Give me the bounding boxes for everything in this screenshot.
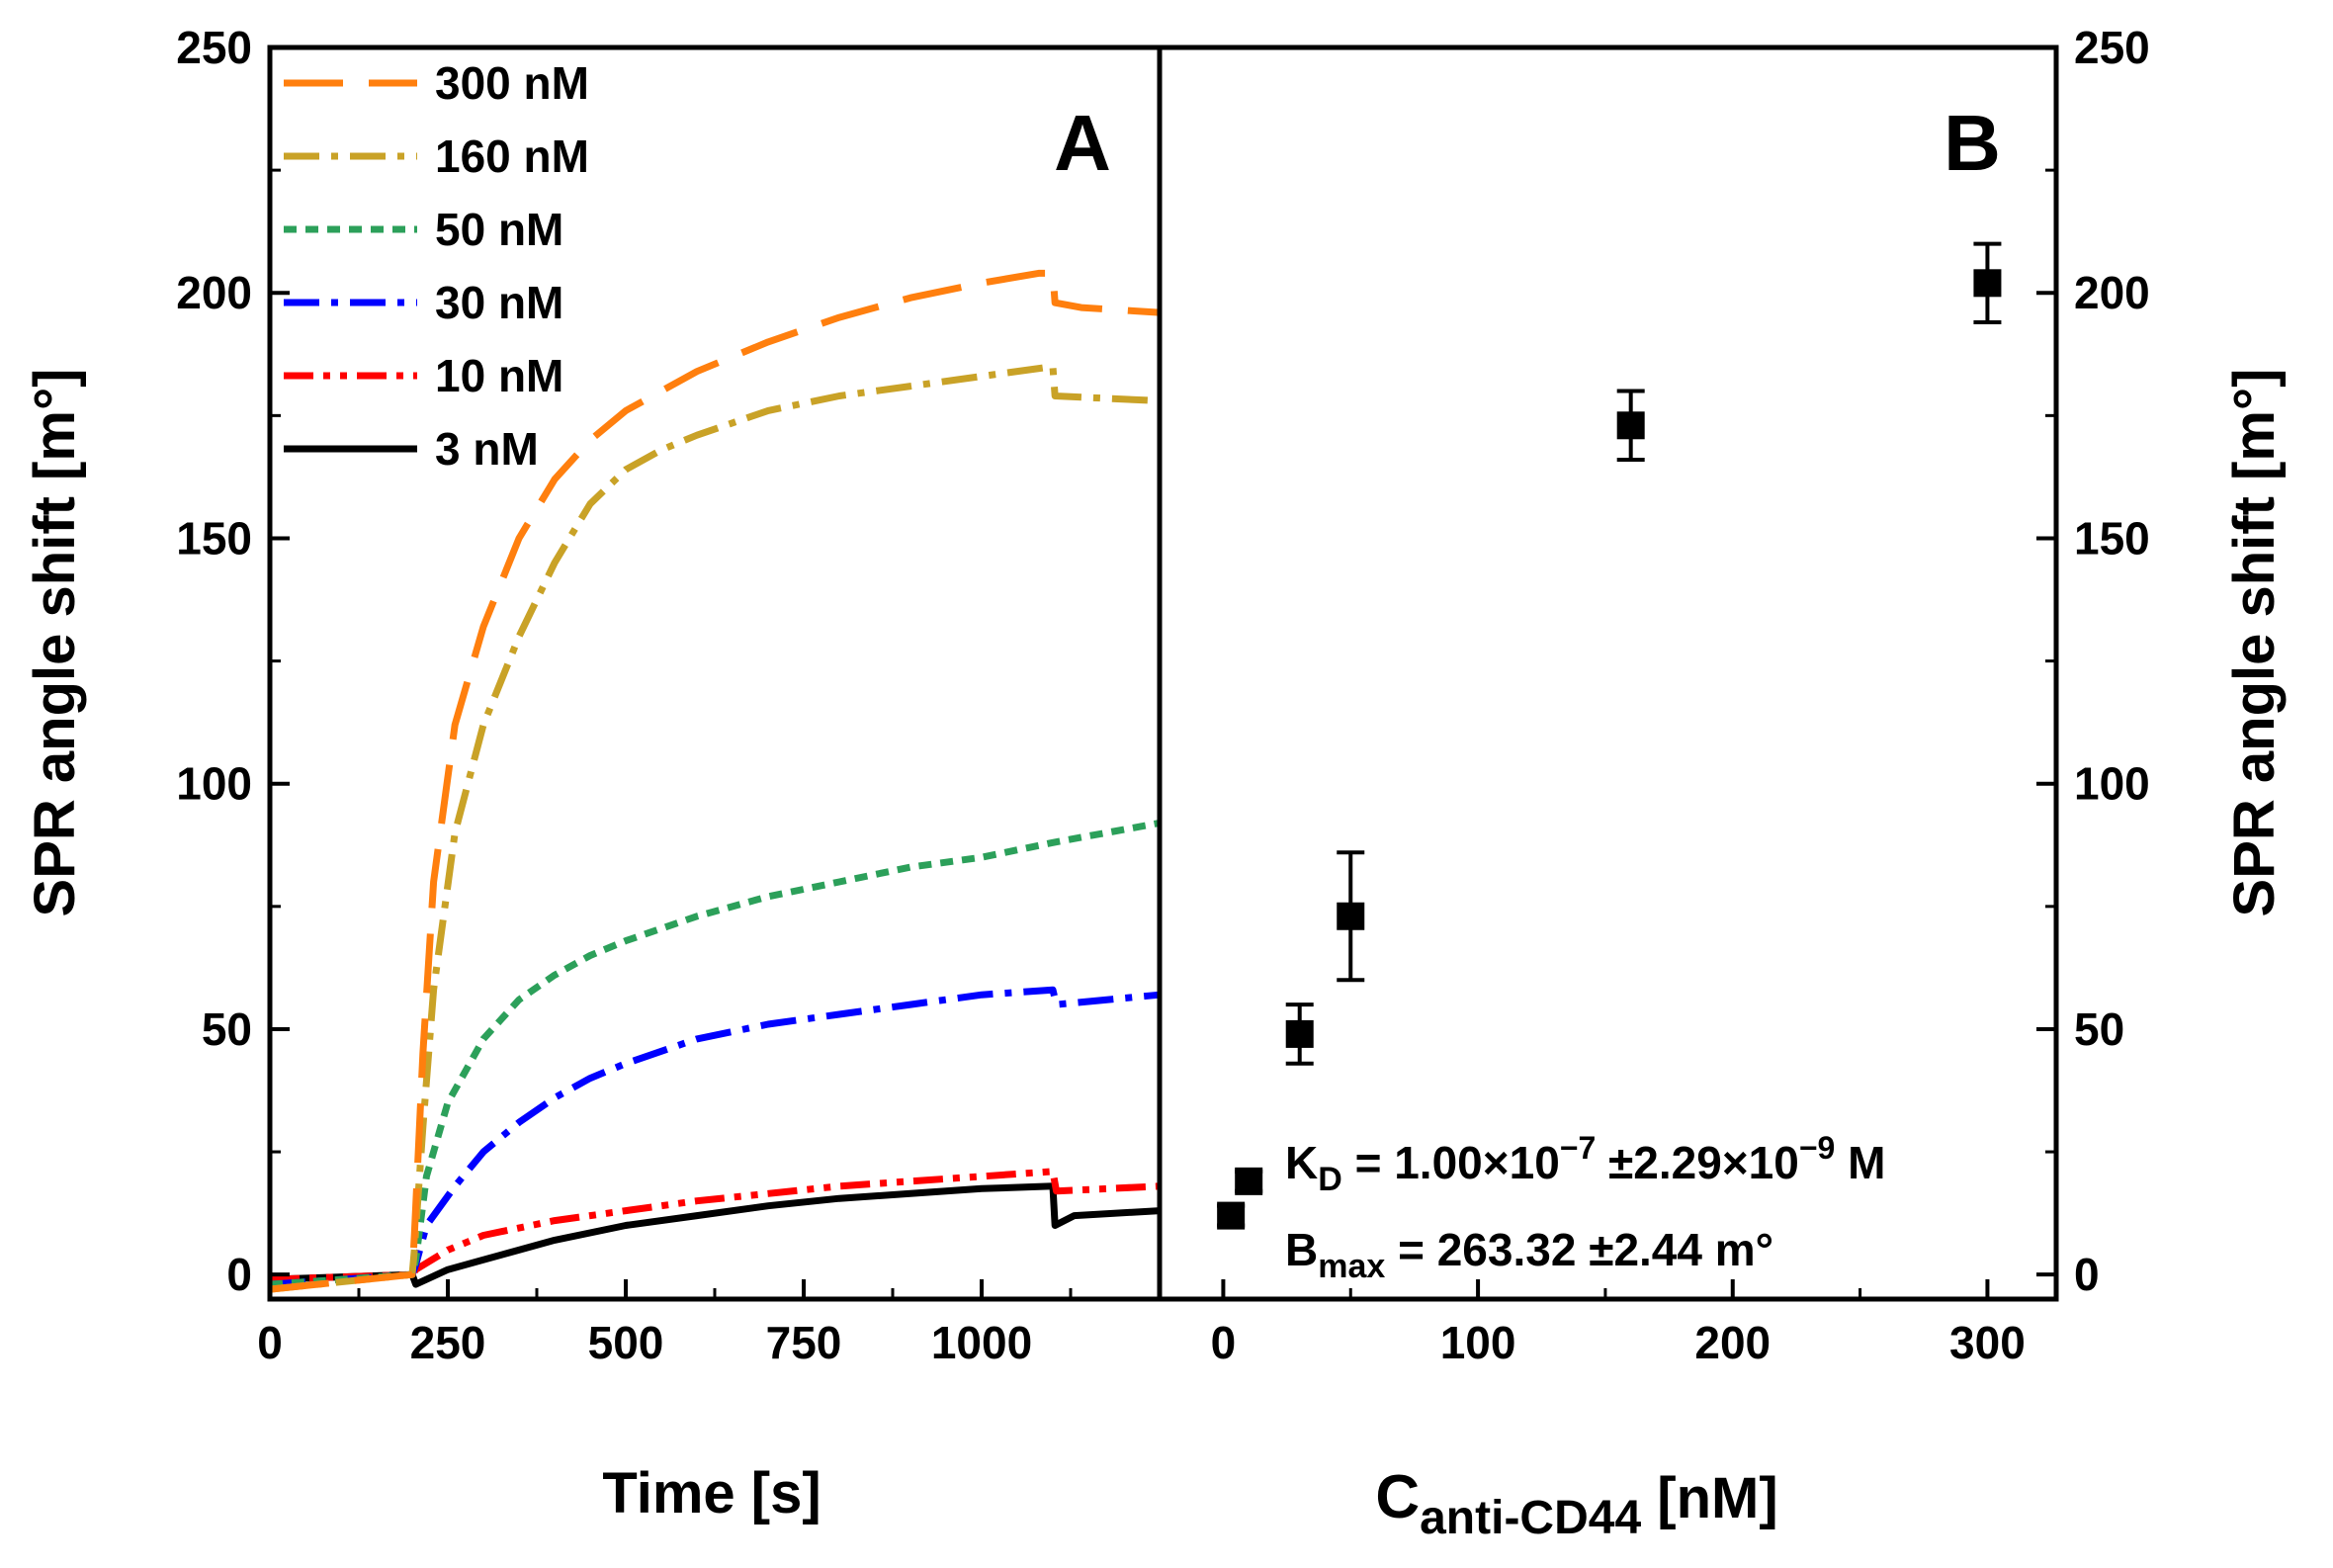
- panel-b-y-tick-label: 200: [2074, 267, 2150, 318]
- legend-label-160-nm: 160 nM: [435, 131, 589, 182]
- x-label-main: C: [1375, 1463, 1420, 1531]
- data-point: [1235, 1167, 1263, 1195]
- panel-a-x-tick-label: 1000: [931, 1317, 1032, 1368]
- kd-exponent-2: −9: [1799, 1130, 1835, 1166]
- kd-main: K: [1285, 1137, 1318, 1188]
- panel-a-y-axis-label: SPR angle shift [m°]: [23, 369, 87, 917]
- panel-b-y-tick-label: 0: [2074, 1249, 2100, 1300]
- panel-a-label: A: [1054, 99, 1111, 187]
- legend-label-30-nm: 30 nM: [435, 277, 563, 328]
- kd-plusminus: ±2.29×10: [1596, 1137, 1799, 1188]
- panel-a-y-tick-label: 100: [176, 758, 252, 810]
- panel-a-y-tick-label: 250: [176, 22, 252, 73]
- panel-b-label: B: [1944, 99, 2001, 187]
- bmax-main: B: [1285, 1224, 1318, 1275]
- bmax-subscript: max: [1318, 1248, 1385, 1285]
- data-point: [1616, 411, 1645, 440]
- bmax-value: = 263.32 ±2.44 m°: [1385, 1224, 1773, 1275]
- panel-b-y-tick-label: 100: [2074, 758, 2150, 810]
- series-line-300-nm: [269, 269, 1161, 1293]
- legend-label-3-nm: 3 nM: [435, 423, 539, 475]
- kd-unit: M: [1835, 1137, 1885, 1188]
- series-line-160-nm: [269, 363, 1161, 1293]
- x-label-subscript: anti-CD44: [1420, 1492, 1641, 1544]
- data-point: [1973, 269, 2002, 298]
- series-line-10-nm: [269, 1168, 1161, 1283]
- panel-b-ticks: 0 100 200 300 0 50 100 150 200 250: [1211, 22, 2150, 1368]
- panel-b-frame: [1157, 44, 2059, 1302]
- panel-b-y-tick-label: 50: [2074, 1003, 2124, 1055]
- panel-b-chart: 0 100 200 300 0 50 100 150 200 250 B Canti-CD44 […: [1211, 22, 2287, 1544]
- kd-exponent-1: −7: [1560, 1130, 1596, 1166]
- panel-b-x-tick-label: 100: [1440, 1317, 1516, 1368]
- legend-label-300-nm: 300 nM: [435, 57, 589, 109]
- x-label-unit: [nM]: [1641, 1466, 1778, 1530]
- series-line-3-nm: [269, 1182, 1161, 1288]
- kd-equals: = 1.00×10: [1342, 1137, 1560, 1188]
- data-point: [1285, 1019, 1314, 1048]
- bmax-annotation: Bmax = 263.32 ±2.44 m°: [1285, 1224, 1773, 1285]
- panel-a-x-tick-label: 250: [410, 1317, 486, 1368]
- panel-a-x-tick-label: 0: [257, 1317, 283, 1368]
- panel-a-series-lines: [269, 269, 1161, 1293]
- panel-a-y-tick-label: 150: [176, 512, 252, 564]
- data-point: [1217, 1201, 1246, 1230]
- legend-label-50-nm: 50 nM: [435, 204, 563, 255]
- panel-b-y-axis-label: SPR angle shift [m°]: [2222, 369, 2287, 917]
- panel-b-data-points: [1217, 241, 2002, 1230]
- data-point: [1337, 902, 1365, 930]
- panel-b-x-tick-label: 200: [1694, 1317, 1771, 1368]
- panel-b-x-tick-label: 300: [1949, 1317, 2026, 1368]
- panel-a-y-tick-label: 0: [226, 1249, 252, 1300]
- series-line-50-nm: [269, 819, 1161, 1288]
- panel-b-y-tick-label: 150: [2074, 512, 2150, 564]
- panel-a-x-tick-label: 500: [588, 1317, 664, 1368]
- kd-subscript: D: [1318, 1161, 1342, 1198]
- legend-label-10-nm: 10 nM: [435, 350, 563, 401]
- panel-a-x-tick-label: 750: [766, 1317, 842, 1368]
- panel-a-y-tick-label: 50: [202, 1003, 252, 1055]
- panel-a-y-tick-label: 200: [176, 267, 252, 318]
- panel-a-legend: 300 nM 160 nM 50 nM 30 nM 10 nM 3 nM: [284, 57, 589, 475]
- panel-a-chart: 0 250 500 750 1000 0 50 100 150 200 250 300 nM 160 …: [23, 22, 1161, 1525]
- panel-a-x-axis-label: Time [s]: [602, 1461, 821, 1525]
- panel-b-y-tick-label: 250: [2074, 22, 2150, 73]
- panel-b-x-tick-label: 0: [1211, 1317, 1237, 1368]
- panel-b-x-axis-label: Canti-CD44 [nM]: [1375, 1463, 1777, 1544]
- kd-annotation: KD = 1.00×10−7 ±2.29×10−9 M: [1285, 1130, 1885, 1198]
- panel-a-ticks: 0 250 500 750 1000 0 50 100 150 200 250: [176, 22, 1073, 1368]
